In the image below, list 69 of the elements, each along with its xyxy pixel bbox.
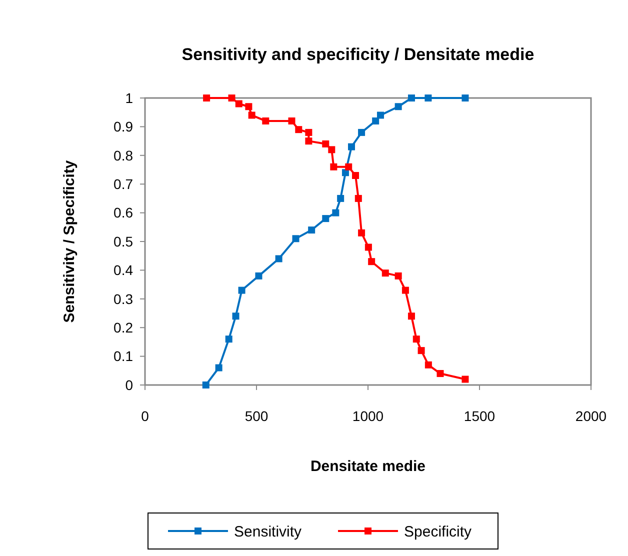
point xyxy=(235,100,242,108)
point xyxy=(418,347,425,354)
point xyxy=(305,128,312,136)
y-tick-label: 0.2 xyxy=(114,320,134,336)
point xyxy=(382,270,389,277)
point xyxy=(295,126,302,134)
point xyxy=(408,312,415,320)
point xyxy=(228,94,236,102)
point xyxy=(402,286,409,294)
point xyxy=(292,235,300,242)
point xyxy=(462,376,469,383)
x-tick-label: 0 xyxy=(141,408,150,424)
x-tick-label: 1000 xyxy=(352,408,384,424)
point xyxy=(255,272,262,280)
y-axis-title: Sensitivity / Specificity xyxy=(61,160,78,323)
y-tick-label: 0.8 xyxy=(114,147,134,164)
point xyxy=(424,361,432,368)
x-tick-label: 1500 xyxy=(464,408,496,424)
point xyxy=(358,229,366,236)
point xyxy=(308,226,316,234)
point xyxy=(215,364,222,372)
point xyxy=(330,163,338,170)
point xyxy=(288,117,296,124)
point xyxy=(238,286,246,294)
point xyxy=(275,255,282,262)
point xyxy=(337,194,344,202)
y-tick-label: 0 xyxy=(125,376,134,393)
point xyxy=(203,94,210,102)
point xyxy=(225,336,232,343)
y-tick-label: 0.9 xyxy=(114,118,134,135)
y-tick-label: 0.6 xyxy=(114,204,134,221)
y-tick-label: 0.5 xyxy=(114,233,134,250)
point xyxy=(368,258,376,266)
point xyxy=(436,370,444,378)
point xyxy=(202,382,210,388)
x-axis-title: Densitate medie xyxy=(310,458,426,475)
point xyxy=(358,128,366,136)
point xyxy=(248,112,256,119)
y-tick-label: 1 xyxy=(125,90,134,106)
point xyxy=(262,117,270,124)
point xyxy=(345,163,352,170)
x-tick-label: 2000 xyxy=(575,408,607,424)
point xyxy=(394,103,402,110)
point xyxy=(305,138,312,145)
point xyxy=(408,94,415,102)
point xyxy=(332,209,340,216)
legend-label: Specificity xyxy=(404,523,472,540)
point xyxy=(372,117,380,124)
y-tick-label: 0.1 xyxy=(114,348,134,364)
point xyxy=(245,103,252,110)
point xyxy=(394,272,402,280)
point xyxy=(348,143,355,150)
legend-label: Sensitivity xyxy=(234,523,302,540)
x-tick-label: 500 xyxy=(244,408,268,424)
y-tick-label: 0.4 xyxy=(114,262,134,278)
point xyxy=(412,336,420,343)
y-tick-label: 0.3 xyxy=(114,290,134,307)
point xyxy=(232,312,240,320)
point xyxy=(352,172,360,179)
point xyxy=(462,94,469,102)
point xyxy=(376,112,384,119)
point xyxy=(328,146,336,154)
y-tick-label: 0.7 xyxy=(114,176,134,192)
chart-title: Sensitivity and specificity / Densitate medie xyxy=(182,45,534,64)
point xyxy=(354,194,362,202)
point xyxy=(322,140,330,148)
point xyxy=(322,215,330,222)
point xyxy=(424,94,432,102)
point xyxy=(364,244,372,251)
